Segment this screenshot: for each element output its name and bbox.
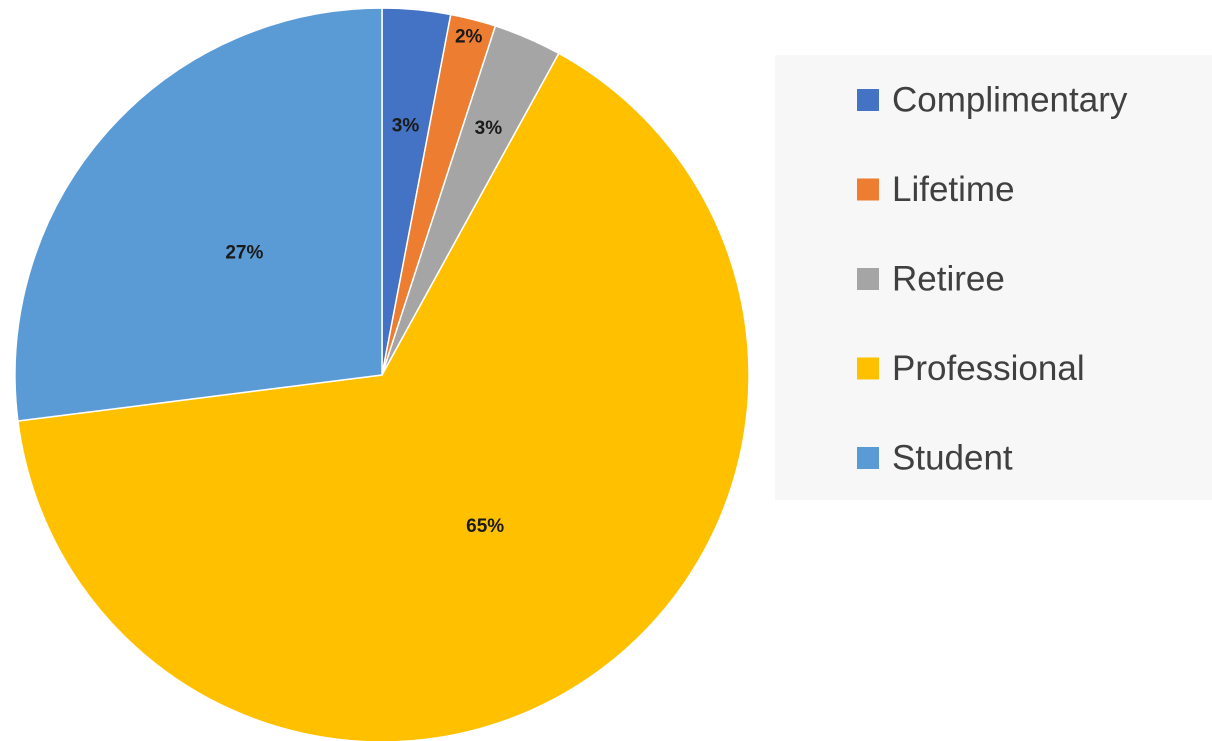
legend-label: Retiree xyxy=(892,259,1005,298)
pie-slice xyxy=(14,7,383,422)
data-label: 3% xyxy=(392,116,420,137)
legend-swatch xyxy=(857,447,879,469)
legend-swatch xyxy=(857,268,879,290)
legend-label: Professional xyxy=(892,349,1085,388)
legend-label: Complimentary xyxy=(892,80,1128,119)
legend-swatch xyxy=(857,357,879,380)
legend-label: Student xyxy=(892,438,1013,477)
legend-swatch xyxy=(857,178,879,201)
legend-box xyxy=(775,55,1212,500)
data-label: 27% xyxy=(225,243,263,264)
pie-slice xyxy=(17,52,750,741)
data-label: 65% xyxy=(466,516,504,537)
legend-swatch xyxy=(857,89,879,111)
data-label: 2% xyxy=(455,26,483,47)
legend-label: Lifetime xyxy=(892,170,1015,209)
data-label: 3% xyxy=(475,118,503,139)
